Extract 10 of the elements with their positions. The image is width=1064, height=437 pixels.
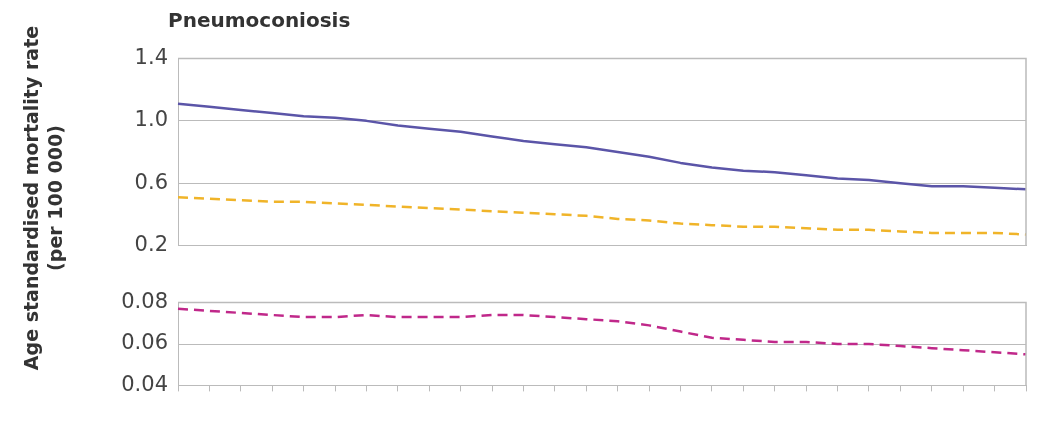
y-axis-title: Age standardised mortality rate (per 100 000)	[19, 24, 67, 373]
y-tick-label: 0.06	[121, 330, 168, 355]
y-tick-label: 1.4	[134, 45, 168, 70]
y-tick-label: 1.0	[134, 107, 168, 132]
y-tick-label: 0.6	[134, 169, 168, 194]
y-tick-label: 0.2	[134, 231, 168, 256]
y-tick-label: 0.04	[121, 371, 168, 396]
line-series	[176, 307, 1028, 356]
y-tick-label: 0.08	[121, 289, 168, 314]
chart-title: Pneumoconiosis	[168, 8, 352, 34]
